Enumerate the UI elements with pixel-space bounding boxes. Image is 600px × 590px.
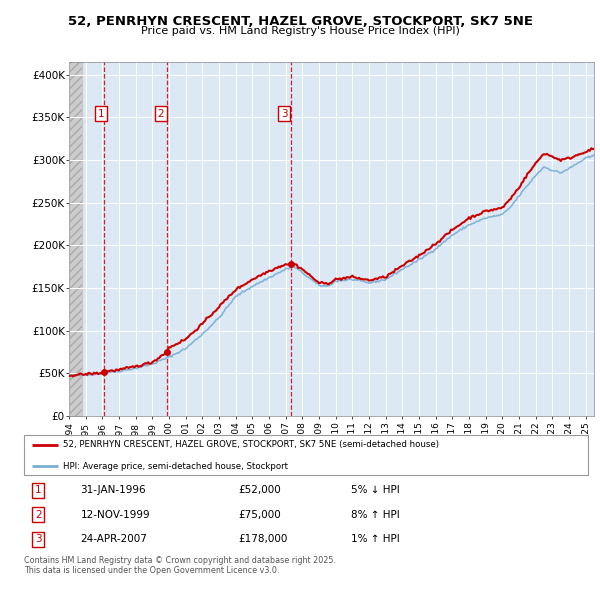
Text: 24-APR-2007: 24-APR-2007 xyxy=(80,534,147,544)
Text: 3: 3 xyxy=(281,109,287,119)
Text: 2: 2 xyxy=(157,109,164,119)
Text: Contains HM Land Registry data © Crown copyright and database right 2025.
This d: Contains HM Land Registry data © Crown c… xyxy=(24,556,336,575)
Text: 1% ↑ HPI: 1% ↑ HPI xyxy=(351,534,400,544)
Text: 12-NOV-1999: 12-NOV-1999 xyxy=(80,510,150,520)
Text: 52, PENRHYN CRESCENT, HAZEL GROVE, STOCKPORT, SK7 5NE: 52, PENRHYN CRESCENT, HAZEL GROVE, STOCK… xyxy=(67,15,533,28)
Text: 2: 2 xyxy=(35,510,41,520)
Text: 31-JAN-1996: 31-JAN-1996 xyxy=(80,486,146,496)
Text: 3: 3 xyxy=(35,534,41,544)
Text: £178,000: £178,000 xyxy=(238,534,287,544)
FancyBboxPatch shape xyxy=(24,435,588,475)
Text: 8% ↑ HPI: 8% ↑ HPI xyxy=(351,510,400,520)
Bar xyxy=(69,62,82,416)
Text: £75,000: £75,000 xyxy=(238,510,281,520)
Text: £52,000: £52,000 xyxy=(238,486,281,496)
Text: Price paid vs. HM Land Registry's House Price Index (HPI): Price paid vs. HM Land Registry's House … xyxy=(140,26,460,36)
Text: 1: 1 xyxy=(97,109,104,119)
Text: HPI: Average price, semi-detached house, Stockport: HPI: Average price, semi-detached house,… xyxy=(64,461,289,471)
Text: 1: 1 xyxy=(35,486,41,496)
Text: 52, PENRHYN CRESCENT, HAZEL GROVE, STOCKPORT, SK7 5NE (semi-detached house): 52, PENRHYN CRESCENT, HAZEL GROVE, STOCK… xyxy=(64,440,439,450)
Text: 5% ↓ HPI: 5% ↓ HPI xyxy=(351,486,400,496)
